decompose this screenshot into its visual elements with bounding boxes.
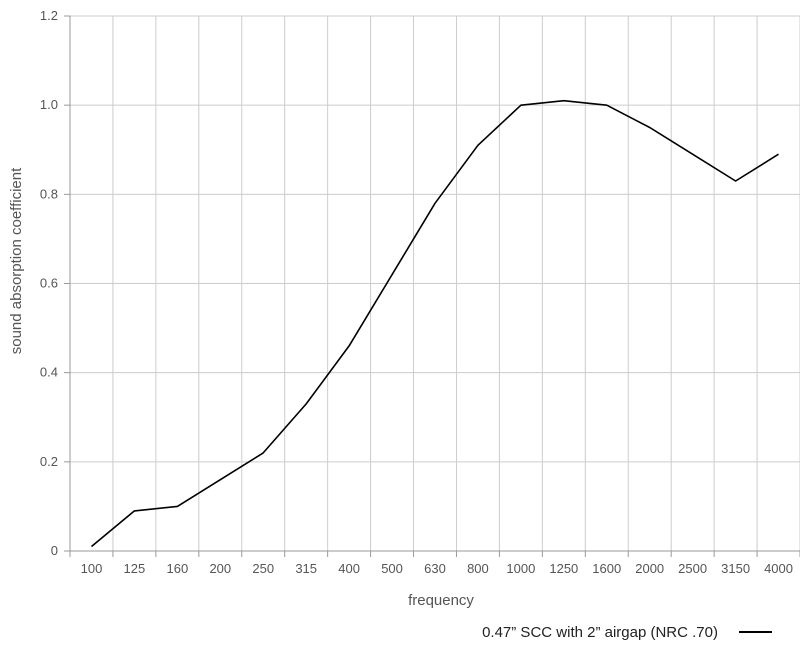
y-tick-labels: 0 0.2 0.4 0.6 0.8 1.0 1.2 (40, 8, 58, 558)
x-tick-label: 3150 (721, 561, 750, 576)
y-tick-label: 0.8 (40, 186, 58, 201)
y-tick-label: 0.6 (40, 276, 58, 291)
x-tick-label: 4000 (764, 561, 793, 576)
y-tick-label: 0.2 (40, 454, 58, 469)
x-tick-label: 315 (295, 561, 317, 576)
x-tick-label: 2000 (635, 561, 664, 576)
x-tick-label: 1600 (592, 561, 621, 576)
x-tick-label: 250 (252, 561, 274, 576)
x-tick-label: 160 (167, 561, 189, 576)
axis-layer (64, 15, 800, 557)
y-tick-label: 0.4 (40, 365, 58, 380)
grid-layer (70, 15, 800, 551)
x-tick-labels: 100 125 160 200 250 315 400 500 630 800 1000 1250 16… (81, 561, 793, 576)
legend-label: 0.47” SCC with 2” airgap (NRC .70) (482, 624, 718, 641)
y-tick-label: 0 (51, 543, 58, 558)
x-tick-label: 1250 (549, 561, 578, 576)
x-tick-label: 630 (424, 561, 446, 576)
y-axis-title: sound absorption coefficient (8, 167, 25, 354)
x-tick-label: 1000 (506, 561, 535, 576)
y-tick-label: 1.0 (40, 97, 58, 112)
x-tick-label: 400 (338, 561, 360, 576)
x-tick-label: 200 (209, 561, 231, 576)
x-tick-label: 800 (467, 561, 489, 576)
legend: 0.47” SCC with 2” airgap (NRC .70) (482, 624, 772, 641)
x-tick-label: 100 (81, 561, 103, 576)
series-line (90, 99, 779, 548)
x-tick-label: 500 (381, 561, 403, 576)
x-tick-label: 125 (124, 561, 146, 576)
x-tick-label: 2500 (678, 561, 707, 576)
x-axis-title: frequency (408, 592, 474, 609)
series-layer (90, 99, 779, 548)
y-tick-label: 1.2 (40, 8, 58, 23)
